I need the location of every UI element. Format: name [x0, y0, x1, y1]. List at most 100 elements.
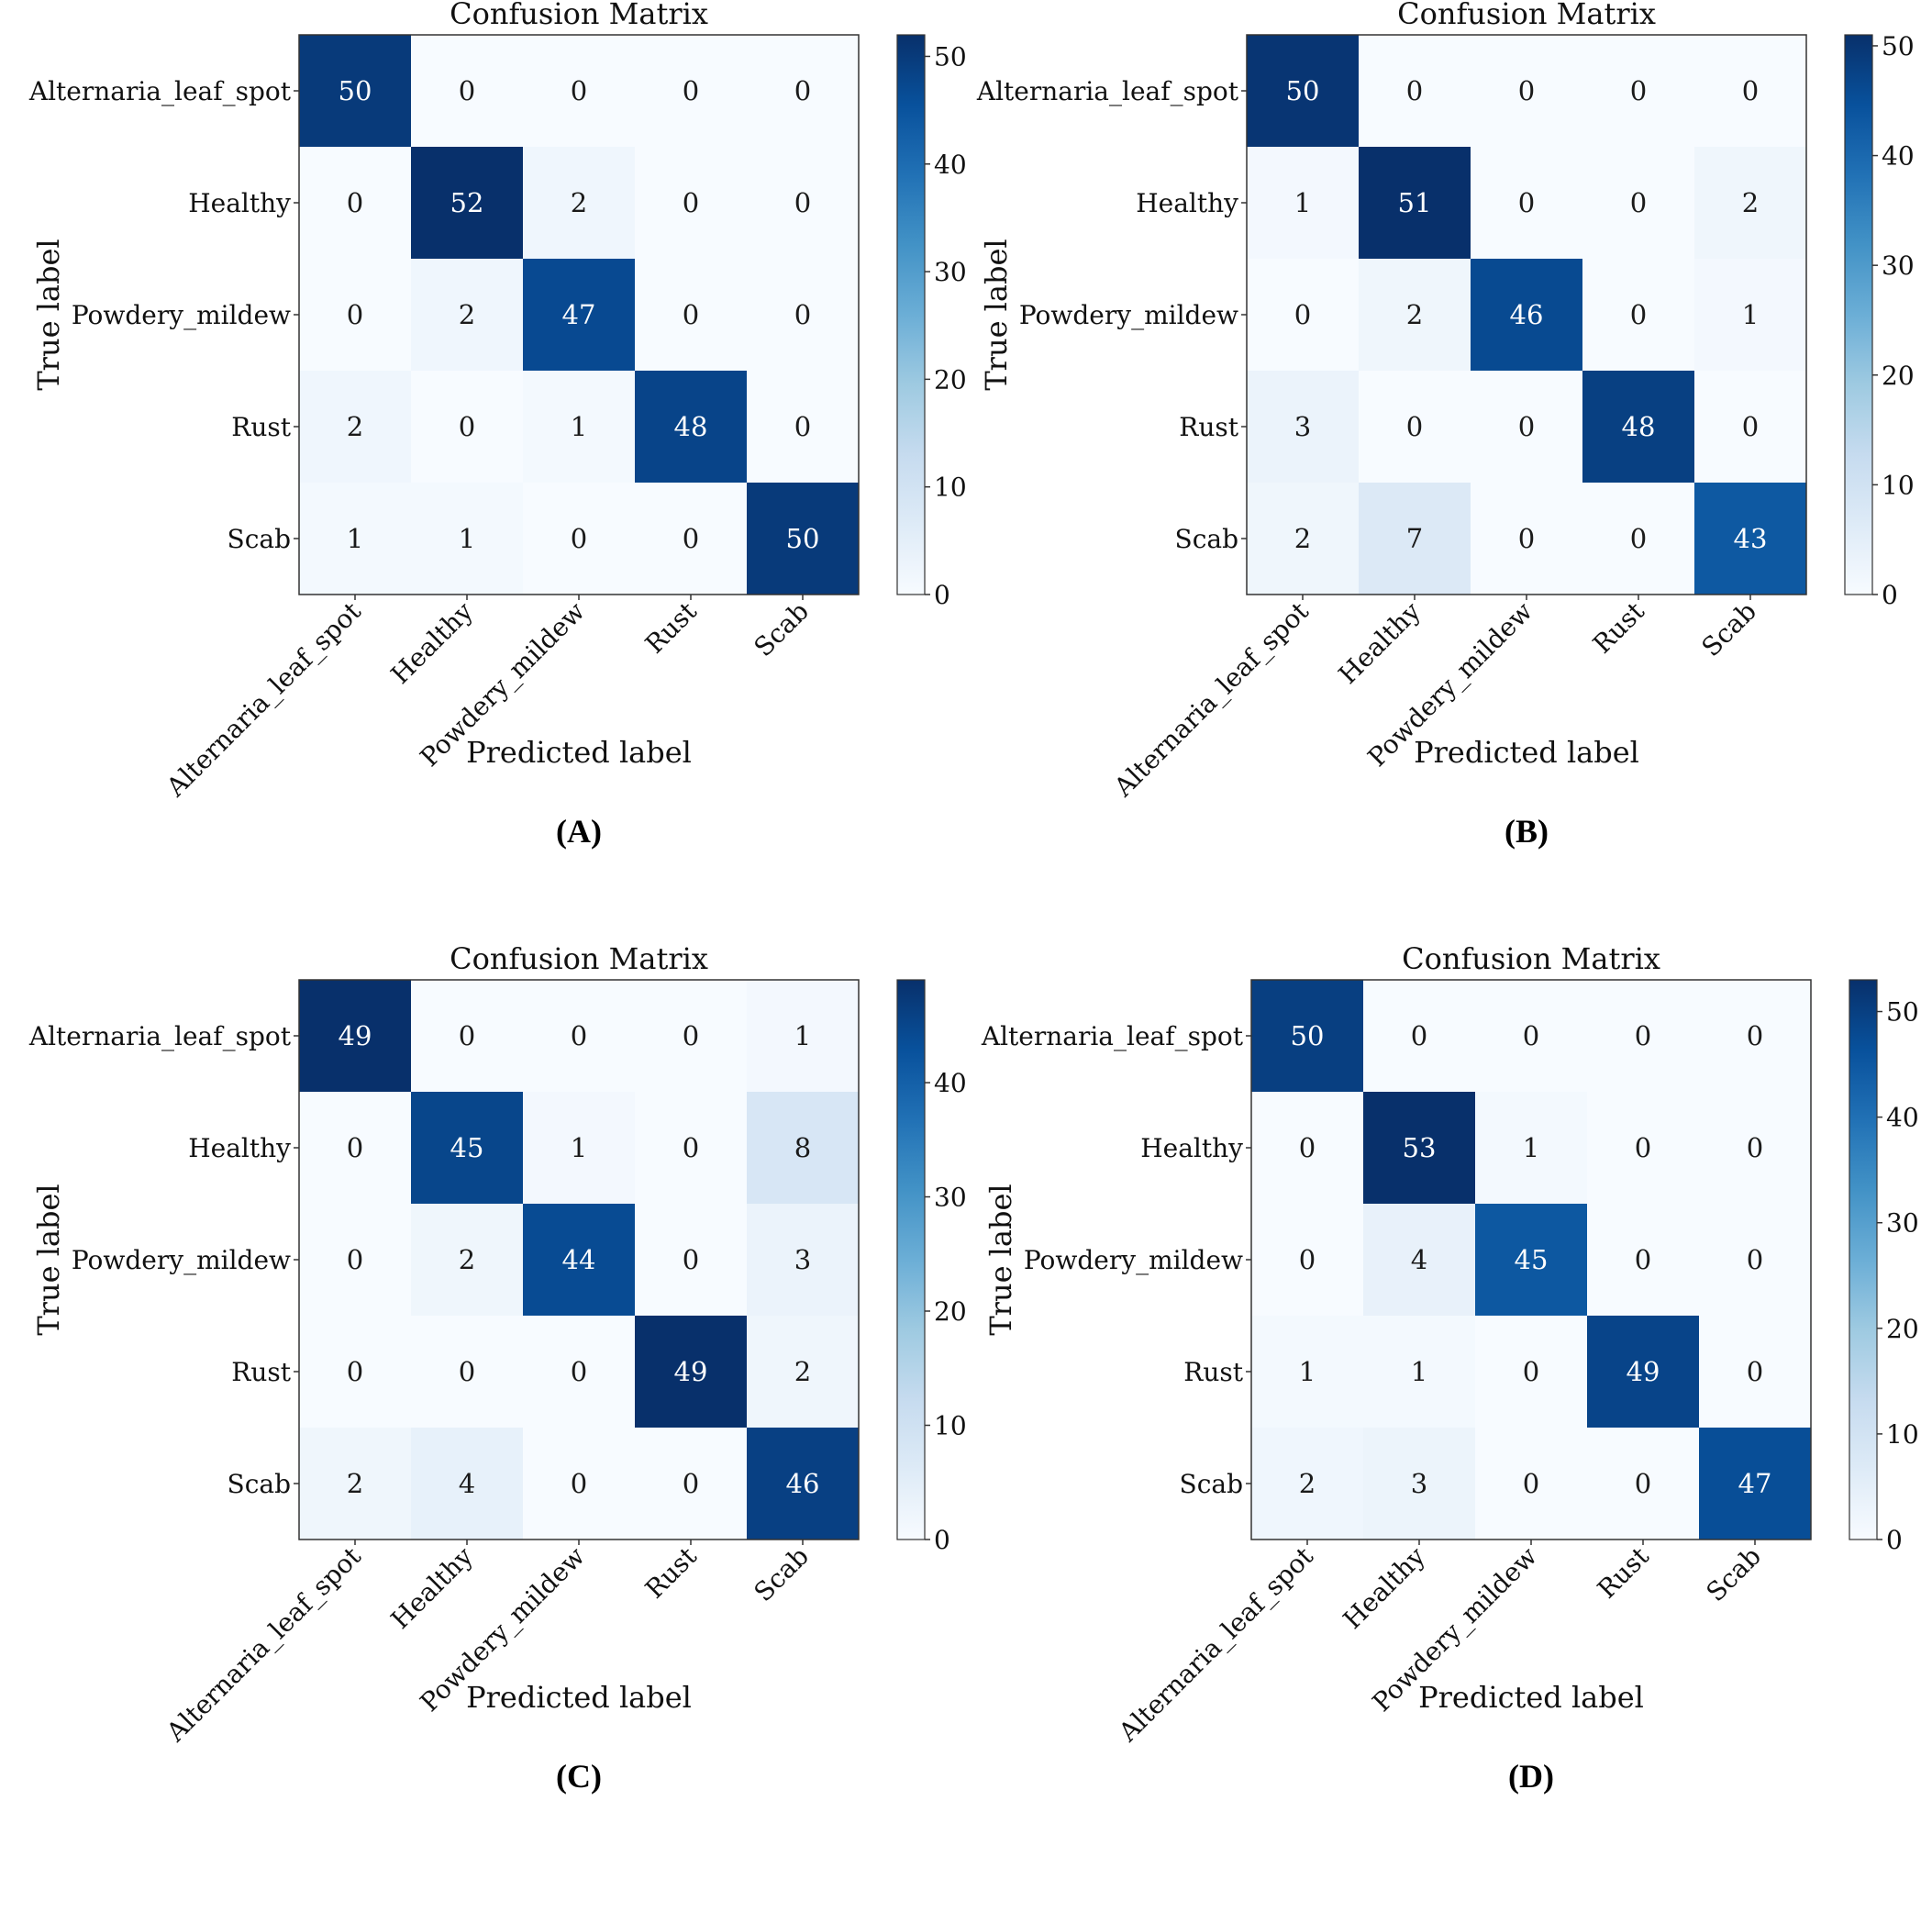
heatmap-cell — [1471, 259, 1582, 371]
cell-value-label: 0 — [1523, 1468, 1539, 1499]
heatmap-cell — [1699, 980, 1811, 1092]
cell-value-label: 0 — [1518, 75, 1535, 106]
x-tick-label: Alternaria_leaf_spot — [160, 595, 367, 803]
x-tick-label: Rust — [639, 595, 704, 660]
heatmap-cell — [1247, 483, 1359, 595]
cell-value-label: 0 — [1630, 75, 1647, 106]
cell-value-label: 0 — [347, 1132, 363, 1163]
heatmap-cell — [747, 980, 859, 1092]
x-tick-label: Scab — [1695, 596, 1761, 662]
y-tick-label: Healthy — [1136, 188, 1238, 218]
cell-value-label: 51 — [1398, 187, 1432, 218]
y-tick-label: Scab — [1175, 524, 1238, 554]
heatmap-cell — [523, 35, 635, 147]
colorbar-tick-label: 40 — [934, 150, 967, 180]
cell-value-label: 46 — [1510, 299, 1544, 330]
heatmap-cell — [747, 1316, 859, 1428]
heatmap-cell — [1363, 1204, 1475, 1316]
y-tick-label: Rust — [1179, 412, 1238, 442]
heatmap-cell — [1359, 147, 1471, 259]
cell-value-label: 49 — [339, 1020, 372, 1051]
heatmap-cell — [1471, 35, 1582, 147]
cell-value-label: 0 — [683, 523, 699, 554]
colorbar-tick-label: 20 — [934, 364, 967, 395]
cell-value-label: 0 — [1742, 75, 1759, 106]
cell-value-label: 43 — [1734, 523, 1768, 554]
heatmap-cell — [1251, 980, 1363, 1092]
heatmap-cell — [299, 147, 411, 259]
cell-value-label: 0 — [347, 1356, 363, 1387]
cell-value-label: 2 — [459, 299, 475, 330]
x-axis-label: Predicted label — [466, 735, 692, 770]
colorbar — [896, 979, 926, 1540]
cell-value-label: 0 — [794, 187, 811, 218]
cell-value-label: 53 — [1403, 1132, 1437, 1163]
heatmap-cell — [747, 1092, 859, 1204]
cell-value-label: 0 — [1635, 1020, 1651, 1051]
cell-value-label: 4 — [1411, 1244, 1427, 1275]
x-tick-label: Rust — [639, 1540, 704, 1605]
cell-value-label: 0 — [459, 75, 475, 106]
heatmap-cell — [411, 1092, 523, 1204]
cell-value-label: 1 — [571, 411, 587, 442]
cell-value-label: 0 — [571, 1356, 587, 1387]
heatmap-cell — [411, 259, 523, 371]
heatmap-cell — [523, 147, 635, 259]
y-tick-label: Scab — [1180, 1469, 1243, 1499]
x-tick-label: Alternaria_leaf_spot — [160, 1540, 367, 1748]
y-axis-label: True label — [31, 1184, 66, 1335]
heatmap-cell — [1582, 371, 1694, 483]
cell-value-label: 0 — [347, 187, 363, 218]
colorbar — [1849, 979, 1878, 1540]
cell-value-label: 1 — [1411, 1356, 1427, 1387]
colorbar-tick-label: 50 — [1882, 31, 1915, 61]
cell-value-label: 0 — [459, 411, 475, 442]
cell-value-label: 0 — [683, 1020, 699, 1051]
cell-value-label: 2 — [347, 1468, 363, 1499]
heatmap-cell — [523, 1316, 635, 1428]
heatmap-cell — [1471, 147, 1582, 259]
x-axis-label: Predicted label — [1418, 1680, 1644, 1715]
panel-caption: (C) — [556, 1758, 602, 1795]
heatmap-cell — [1247, 147, 1359, 259]
cell-value-label: 0 — [1635, 1468, 1651, 1499]
chart-title: Confusion Matrix — [450, 941, 708, 976]
cell-value-label: 50 — [1286, 75, 1320, 106]
x-tick-label: Rust — [1592, 1540, 1656, 1605]
heatmap-cell — [1699, 1316, 1811, 1428]
cell-value-label: 3 — [1411, 1468, 1427, 1499]
cell-value-label: 0 — [1747, 1356, 1763, 1387]
cell-value-label: 0 — [1406, 411, 1423, 442]
heatmap-cell — [747, 35, 859, 147]
cell-value-label: 49 — [1627, 1356, 1660, 1387]
colorbar-tick-label: 40 — [934, 1068, 967, 1098]
panel-caption: (D) — [1508, 1758, 1554, 1795]
y-tick-label: Alternaria_leaf_spot — [28, 76, 292, 106]
heatmap-cell — [1475, 1316, 1587, 1428]
colorbar-tick-label: 50 — [1886, 997, 1919, 1028]
cell-value-label: 50 — [1291, 1020, 1325, 1051]
heatmap-cell — [635, 371, 747, 483]
cell-value-label: 48 — [674, 411, 708, 442]
colorbar-tick-label: 40 — [1886, 1103, 1919, 1133]
heatmap-cell — [411, 980, 523, 1092]
cell-value-label: 0 — [1747, 1132, 1763, 1163]
y-tick-label: Rust — [1183, 1357, 1243, 1387]
cell-value-label: 0 — [794, 299, 811, 330]
heatmap-cell — [635, 1092, 747, 1204]
panel-caption: (A) — [556, 813, 602, 850]
cell-value-label: 2 — [1406, 299, 1423, 330]
heatmap-cell — [1359, 371, 1471, 483]
heatmap-cell — [523, 1204, 635, 1316]
cell-value-label: 0 — [459, 1020, 475, 1051]
cell-value-label: 0 — [1518, 187, 1535, 218]
heatmap-cell — [1363, 1092, 1475, 1204]
cell-value-label: 0 — [1742, 411, 1759, 442]
cell-value-label: 0 — [683, 187, 699, 218]
colorbar-tick-label: 0 — [1886, 1525, 1903, 1555]
cell-value-label: 1 — [794, 1020, 811, 1051]
x-tick-label: Scab — [748, 596, 814, 662]
heatmap-cell — [1694, 371, 1806, 483]
y-tick-label: Powdery_mildew — [72, 1245, 291, 1275]
